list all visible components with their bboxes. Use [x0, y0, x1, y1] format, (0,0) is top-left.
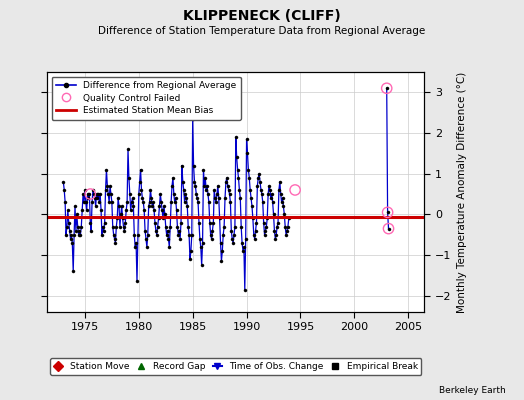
- Legend: Station Move, Record Gap, Time of Obs. Change, Empirical Break: Station Move, Record Gap, Time of Obs. C…: [50, 358, 421, 375]
- Point: [383, 85, 391, 92]
- Point: [384, 226, 392, 232]
- Text: Difference of Station Temperature Data from Regional Average: Difference of Station Temperature Data f…: [99, 26, 425, 36]
- Point: [86, 191, 94, 197]
- Text: Berkeley Earth: Berkeley Earth: [439, 386, 506, 395]
- Y-axis label: Monthly Temperature Anomaly Difference (°C): Monthly Temperature Anomaly Difference (…: [457, 71, 467, 313]
- Point: [384, 209, 392, 216]
- Point: [291, 187, 299, 193]
- Text: KLIPPENECK (CLIFF): KLIPPENECK (CLIFF): [183, 9, 341, 23]
